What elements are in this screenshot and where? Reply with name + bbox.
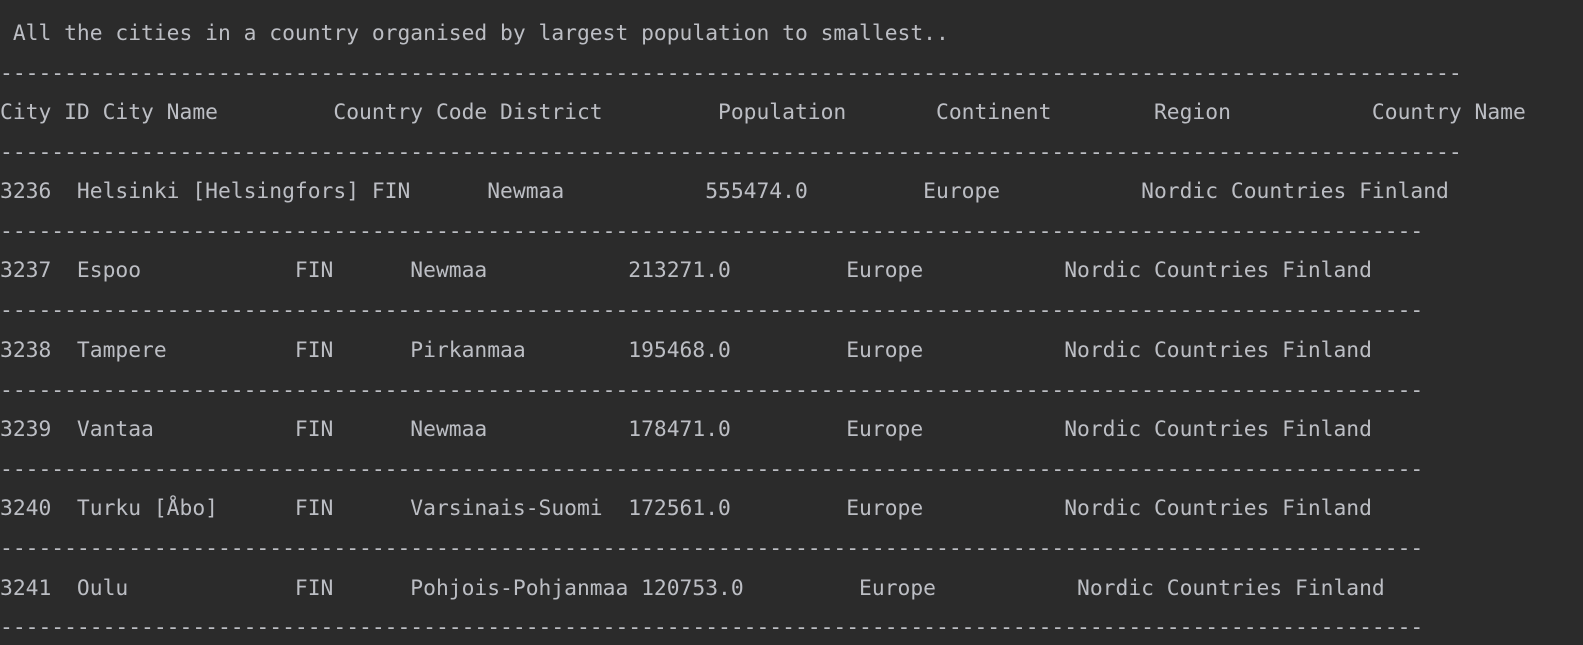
row-separator: ----------------------------------------…	[0, 457, 1424, 482]
table-row: 3238 Tampere FIN Pirkanmaa 195468.0 Euro…	[0, 338, 1372, 363]
row-separator: ----------------------------------------…	[0, 378, 1424, 403]
header-separator-bottom: ----------------------------------------…	[0, 140, 1462, 165]
header-separator-top: ----------------------------------------…	[0, 61, 1462, 86]
table-row: 3237 Espoo FIN Newmaa 213271.0 Europe No…	[0, 258, 1372, 283]
table-row: 3236 Helsinki [Helsingfors] FIN Newmaa 5…	[0, 179, 1449, 204]
row-separator: ----------------------------------------…	[0, 536, 1424, 561]
table-row: 3241 Oulu FIN Pohjois-Pohjanmaa 120753.0…	[0, 576, 1385, 601]
row-separator: ----------------------------------------…	[0, 615, 1424, 640]
row-separator: ----------------------------------------…	[0, 219, 1424, 244]
row-separator: ----------------------------------------…	[0, 298, 1424, 323]
table-row: 3240 Turku [Åbo] FIN Varsinais-Suomi 172…	[0, 496, 1372, 521]
table-header: City ID City Name Country Code District …	[0, 100, 1526, 125]
console-title: All the cities in a country organised by…	[0, 21, 949, 46]
table-row: 3239 Vantaa FIN Newmaa 178471.0 Europe N…	[0, 417, 1372, 442]
